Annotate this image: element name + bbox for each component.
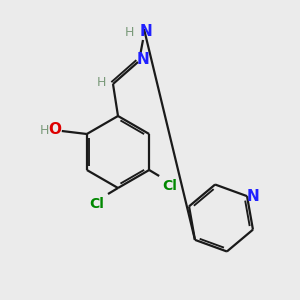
Text: Cl: Cl bbox=[90, 197, 104, 211]
Text: H: H bbox=[96, 76, 106, 88]
Text: O: O bbox=[48, 122, 61, 136]
Text: N: N bbox=[136, 52, 149, 67]
Text: N: N bbox=[140, 25, 152, 40]
Text: Cl: Cl bbox=[163, 179, 178, 193]
Text: H: H bbox=[40, 124, 50, 136]
Text: N: N bbox=[247, 189, 260, 204]
Text: H: H bbox=[124, 26, 134, 38]
